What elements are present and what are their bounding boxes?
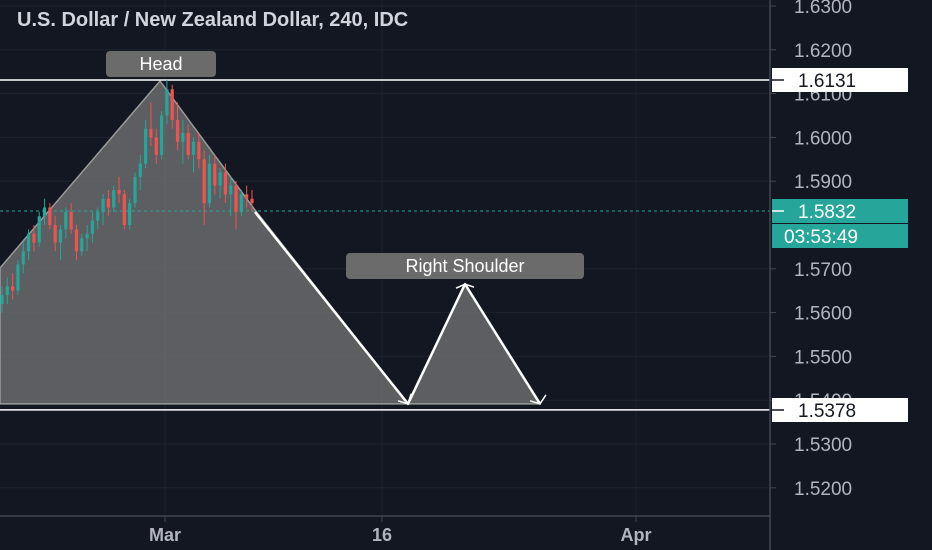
candle-body bbox=[149, 128, 153, 138]
candle-body bbox=[53, 225, 57, 243]
candles bbox=[0, 80, 254, 313]
projection-arrowheads bbox=[397, 283, 547, 405]
candle-body bbox=[175, 119, 180, 142]
last-price-value: 1.5832 bbox=[798, 202, 856, 223]
time-tick-label: 16 bbox=[372, 525, 392, 545]
candle-body bbox=[144, 128, 148, 164]
candle-body bbox=[48, 207, 52, 225]
countdown-value: 03:53:49 bbox=[784, 227, 858, 248]
candle-body bbox=[159, 115, 164, 155]
candle-body bbox=[186, 133, 190, 155]
candle-body bbox=[106, 198, 110, 208]
candle-body bbox=[218, 172, 222, 186]
price-tick-label: 1.6300 bbox=[794, 0, 852, 18]
price-tick-label: 1.5600 bbox=[794, 304, 852, 325]
head-annotation-label: Head bbox=[139, 54, 182, 74]
candle-body bbox=[202, 159, 206, 204]
price-tick-label: 1.5700 bbox=[794, 260, 852, 281]
candle-body bbox=[16, 264, 20, 291]
candle-body bbox=[32, 233, 36, 243]
candle-body bbox=[138, 163, 142, 177]
candle-body bbox=[26, 233, 31, 252]
last-price-label: 1.5832 bbox=[772, 199, 908, 223]
candle-body bbox=[11, 286, 15, 291]
candle-body bbox=[122, 194, 126, 225]
right-shoulder-annotation[interactable]: Right Shoulder bbox=[346, 253, 584, 279]
candle-body bbox=[58, 229, 63, 243]
candle-body bbox=[0, 295, 4, 304]
price-tick-label: 1.5900 bbox=[794, 172, 852, 193]
candle-body bbox=[170, 89, 174, 120]
candle-body bbox=[197, 141, 201, 160]
head-level-value: 1.6131 bbox=[798, 71, 856, 92]
time-tick-label: Mar bbox=[149, 525, 181, 545]
price-tick-label: 1.5200 bbox=[794, 479, 852, 500]
candle-body bbox=[42, 207, 47, 217]
candle-body bbox=[112, 189, 116, 208]
candle-body bbox=[37, 216, 41, 243]
head-level-label: 1.6131 bbox=[772, 68, 908, 92]
head-annotation[interactable]: Head bbox=[106, 51, 216, 77]
candle-body bbox=[74, 229, 79, 252]
candle-body bbox=[165, 89, 169, 116]
price-tick-label: 1.5300 bbox=[794, 435, 852, 456]
candle-body bbox=[117, 189, 121, 195]
candle-body bbox=[69, 211, 73, 230]
chart-title: U.S. Dollar / New Zealand Dollar, 240, I… bbox=[17, 9, 408, 31]
candle-body bbox=[101, 198, 105, 212]
candle-body bbox=[133, 176, 137, 204]
candle-body bbox=[191, 141, 196, 155]
candle-body bbox=[80, 238, 84, 252]
candle-body bbox=[245, 194, 249, 199]
projection-path[interactable] bbox=[254, 211, 542, 406]
candle-body bbox=[207, 163, 212, 204]
candle-body bbox=[229, 185, 233, 195]
candle-body bbox=[90, 220, 95, 234]
candle-body bbox=[181, 133, 185, 142]
candle-body bbox=[128, 203, 132, 225]
time-tick-label: Apr bbox=[621, 525, 652, 545]
candle-body bbox=[96, 211, 100, 221]
candle-body bbox=[154, 137, 158, 155]
candle-body bbox=[64, 211, 68, 230]
price-tick-label: 1.6000 bbox=[794, 128, 852, 149]
price-tick-label: 1.6200 bbox=[794, 41, 852, 62]
neckline-level-label: 1.5378 bbox=[772, 398, 908, 422]
price-tick-label: 1.5500 bbox=[794, 347, 852, 368]
right-shoulder-annotation-label: Right Shoulder bbox=[405, 256, 524, 276]
candle-body bbox=[213, 163, 217, 186]
neckline-level-value: 1.5378 bbox=[798, 401, 856, 422]
candle-body bbox=[85, 233, 89, 239]
candle-body bbox=[21, 251, 25, 265]
candle-body bbox=[250, 198, 254, 204]
candle-body bbox=[223, 172, 228, 195]
countdown-label: 03:53:49 bbox=[772, 224, 908, 248]
candle-body bbox=[234, 185, 238, 212]
candle-body bbox=[239, 194, 243, 212]
time-axis[interactable]: Mar 16 Apr bbox=[149, 516, 652, 545]
candle-body bbox=[5, 286, 9, 296]
